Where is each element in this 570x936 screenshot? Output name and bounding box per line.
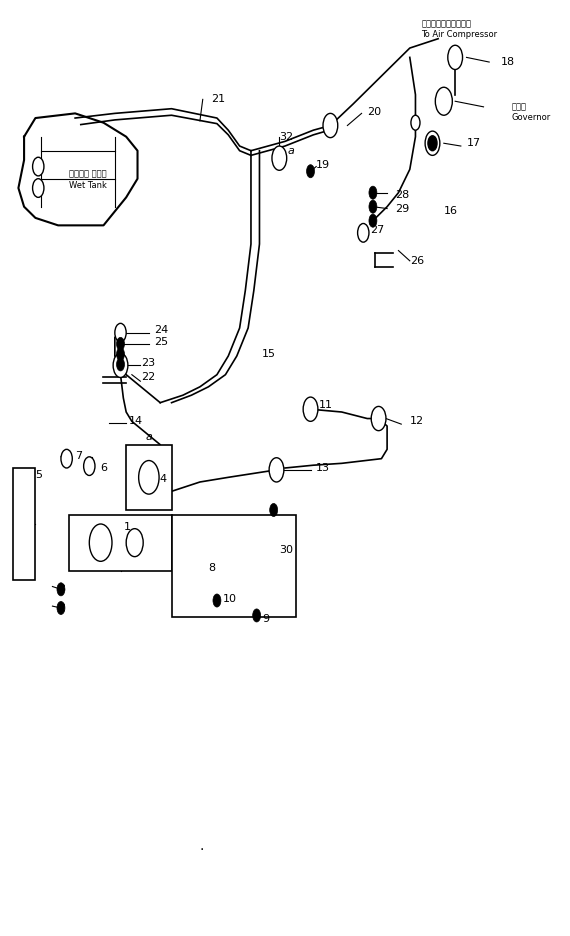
Circle shape xyxy=(57,602,65,615)
Circle shape xyxy=(369,200,377,213)
Text: 4: 4 xyxy=(159,475,166,484)
Circle shape xyxy=(425,131,440,155)
Circle shape xyxy=(126,529,143,557)
Text: 21: 21 xyxy=(211,95,225,105)
Circle shape xyxy=(357,224,369,242)
Bar xyxy=(13,468,35,580)
Text: 12: 12 xyxy=(410,417,424,426)
Circle shape xyxy=(84,457,95,475)
Text: Wet Tank: Wet Tank xyxy=(70,181,107,190)
Text: 25: 25 xyxy=(154,337,169,347)
Text: 24: 24 xyxy=(154,325,169,335)
Text: 27: 27 xyxy=(370,225,384,235)
Circle shape xyxy=(371,406,386,431)
Circle shape xyxy=(116,337,124,350)
Circle shape xyxy=(435,87,453,115)
Circle shape xyxy=(116,358,124,371)
Text: 3: 3 xyxy=(58,584,65,594)
Text: 22: 22 xyxy=(141,373,156,383)
Text: 23: 23 xyxy=(141,358,156,368)
Circle shape xyxy=(369,214,377,227)
Circle shape xyxy=(303,397,318,421)
Text: .: . xyxy=(200,839,204,853)
Text: 30: 30 xyxy=(279,545,294,555)
Circle shape xyxy=(57,583,65,596)
Text: To Air Compressor: To Air Compressor xyxy=(421,31,497,39)
Circle shape xyxy=(428,136,437,151)
Text: フエット タンク: フエット タンク xyxy=(70,169,107,179)
Text: ガバナ: ガバナ xyxy=(512,102,527,111)
Circle shape xyxy=(32,157,44,176)
Circle shape xyxy=(139,461,159,494)
Circle shape xyxy=(32,179,44,197)
Text: 10: 10 xyxy=(223,593,237,604)
Circle shape xyxy=(270,504,278,517)
Circle shape xyxy=(307,165,315,178)
Text: 2: 2 xyxy=(58,603,65,613)
Text: Governor: Governor xyxy=(512,112,551,122)
Circle shape xyxy=(213,594,221,607)
Text: 13: 13 xyxy=(316,463,330,473)
Circle shape xyxy=(113,353,128,377)
Bar xyxy=(172,515,296,618)
Text: a: a xyxy=(146,432,153,442)
Circle shape xyxy=(323,113,338,138)
Text: 1: 1 xyxy=(123,521,131,532)
Bar xyxy=(126,445,172,510)
Circle shape xyxy=(272,146,287,170)
Text: 32: 32 xyxy=(279,132,294,141)
Circle shape xyxy=(253,609,260,622)
Circle shape xyxy=(448,45,462,69)
Circle shape xyxy=(89,524,112,562)
Text: 16: 16 xyxy=(444,206,458,216)
Text: 7: 7 xyxy=(75,451,82,461)
Circle shape xyxy=(116,347,124,360)
Text: 29: 29 xyxy=(396,203,410,213)
Circle shape xyxy=(369,186,377,199)
Text: 20: 20 xyxy=(367,107,381,116)
Circle shape xyxy=(61,449,72,468)
Text: 6: 6 xyxy=(101,463,108,473)
Text: 19: 19 xyxy=(316,160,331,169)
Text: 14: 14 xyxy=(129,417,143,426)
Circle shape xyxy=(269,458,284,482)
Text: 17: 17 xyxy=(466,139,481,148)
Text: 11: 11 xyxy=(319,400,333,410)
Text: 15: 15 xyxy=(262,349,276,359)
Text: 5: 5 xyxy=(35,471,42,480)
Text: a: a xyxy=(288,146,295,155)
Circle shape xyxy=(411,115,420,130)
Text: 9: 9 xyxy=(262,614,270,624)
Circle shape xyxy=(115,323,126,342)
Text: 26: 26 xyxy=(410,256,424,266)
Text: 28: 28 xyxy=(396,190,410,199)
Text: 18: 18 xyxy=(500,57,515,67)
Text: 8: 8 xyxy=(209,563,215,573)
Text: エアーコンプレッサへ: エアーコンプレッサへ xyxy=(421,20,471,28)
Bar xyxy=(70,515,172,571)
